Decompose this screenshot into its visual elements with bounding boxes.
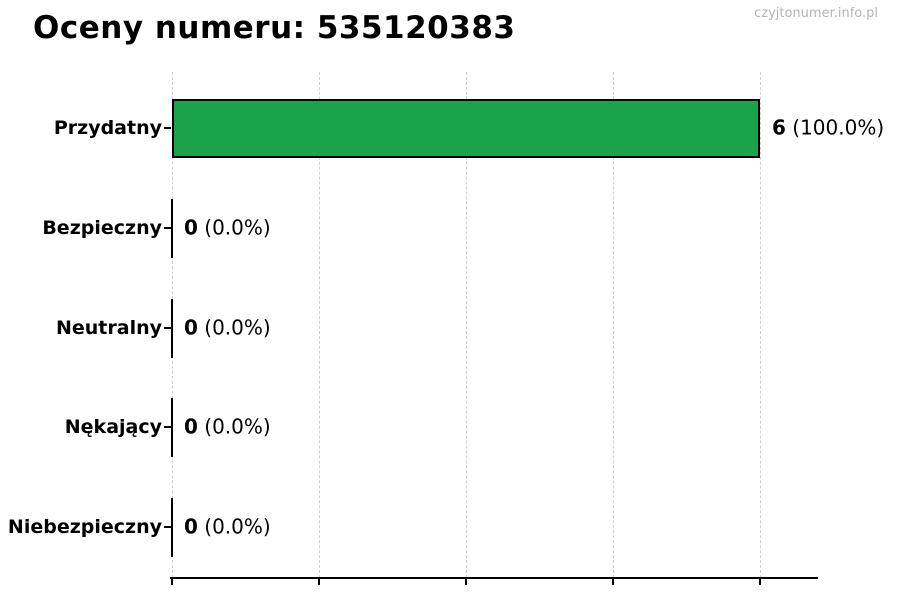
x-gridline (319, 72, 320, 578)
y-axis-tick (164, 127, 171, 129)
value-percent: (0.0%) (197, 514, 271, 539)
x-axis-tick (759, 579, 761, 585)
bar (172, 98, 760, 158)
zero-bar (171, 397, 173, 457)
value-label: 0 (0.0%) (184, 515, 271, 539)
y-axis-tick (164, 426, 171, 428)
category-label: Niebezpieczny (7, 516, 162, 538)
value-count: 0 (184, 414, 198, 439)
zero-bar (171, 497, 173, 557)
x-gridline (466, 72, 467, 578)
value-count: 0 (184, 514, 198, 539)
x-axis-tick (318, 579, 320, 585)
x-axis-line (170, 577, 818, 579)
zero-bar (171, 298, 173, 358)
value-label: 0 (0.0%) (184, 316, 271, 340)
value-count: 0 (184, 315, 198, 340)
value-label: 0 (0.0%) (184, 216, 271, 240)
y-axis-tick (164, 227, 171, 229)
chart-title: Oceny numeru: 535120383 (33, 10, 516, 46)
category-label: Nękający (64, 416, 162, 438)
value-percent: (100.0%) (785, 115, 885, 140)
category-label: Bezpieczny (42, 217, 162, 239)
category-label: Przydatny (53, 117, 162, 139)
x-axis-tick (612, 579, 614, 585)
value-label: 0 (0.0%) (184, 415, 271, 439)
category-label: Neutralny (55, 317, 162, 339)
x-gridline (760, 72, 761, 578)
y-axis-tick (164, 327, 171, 329)
x-axis-tick (171, 579, 173, 585)
value-count: 0 (184, 215, 198, 240)
zero-bar (171, 198, 173, 258)
value-label: 6 (100.0%) (772, 116, 884, 140)
value-percent: (0.0%) (197, 215, 271, 240)
watermark: czyjtonumer.info.pl (754, 6, 878, 21)
x-gridline (613, 72, 614, 578)
value-percent: (0.0%) (197, 414, 271, 439)
x-axis-tick (465, 579, 467, 585)
value-percent: (0.0%) (197, 315, 271, 340)
value-count: 6 (772, 115, 786, 140)
y-axis-tick (164, 526, 171, 528)
